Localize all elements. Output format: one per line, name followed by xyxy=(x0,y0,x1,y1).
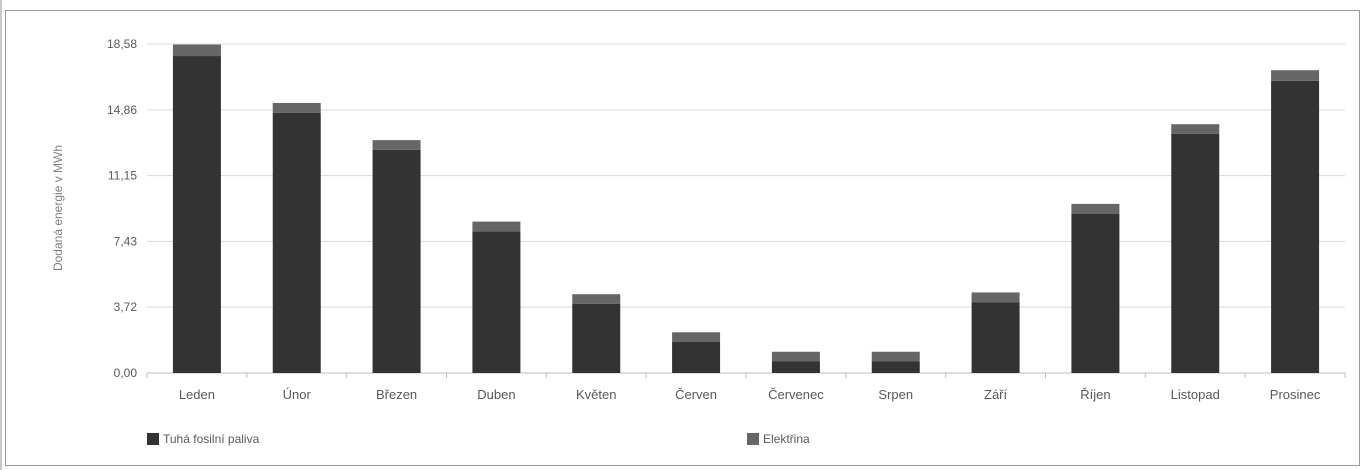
x-tick-label: Březen xyxy=(376,387,417,402)
bar-fossil xyxy=(971,302,1020,373)
gridlines xyxy=(146,43,1346,378)
bar-fossil xyxy=(771,361,820,373)
y-axis-ticks: 0,00 3,72 7,43 11,15 14,86 18,58 xyxy=(107,37,137,380)
bar-electricity xyxy=(372,140,421,150)
legend-label: Tuhá fosilní paliva xyxy=(163,432,260,446)
bar-fossil xyxy=(572,303,621,373)
bar-electricity xyxy=(1271,70,1320,81)
y-tick-label: 0,00 xyxy=(114,366,138,380)
bar-electricity xyxy=(572,294,621,304)
legend-swatch xyxy=(747,433,759,445)
bar-fossil xyxy=(672,342,721,373)
legend-label: Elektřina xyxy=(763,432,810,446)
x-tick-label: Říjen xyxy=(1080,387,1110,402)
y-tick-label: 7,43 xyxy=(114,234,138,248)
bars xyxy=(172,44,1320,374)
bar-fossil xyxy=(372,149,421,373)
bar-fossil xyxy=(272,112,321,373)
legend-swatch xyxy=(147,433,159,445)
bar-electricity xyxy=(172,44,221,57)
x-tick-label: Červenec xyxy=(768,387,824,402)
bar-fossil xyxy=(1171,133,1220,373)
bar-fossil xyxy=(871,361,920,373)
y-tick-label: 14,86 xyxy=(107,103,137,117)
bar-electricity xyxy=(472,221,521,232)
x-tick-label: Srpen xyxy=(878,387,913,402)
chart-frame xyxy=(5,10,1360,466)
bar-electricity xyxy=(771,351,820,362)
bar-electricity xyxy=(672,332,721,343)
x-tick-label: Září xyxy=(984,387,1008,402)
x-tick-label: Duben xyxy=(477,387,515,402)
bar-fossil xyxy=(1271,80,1320,374)
x-tick-label: Únor xyxy=(283,387,312,402)
y-tick-label: 18,58 xyxy=(107,37,137,51)
x-tick-label: Listopad xyxy=(1171,387,1220,402)
legend: Tuhá fosilní paliva Elektřina xyxy=(147,432,810,446)
x-tick-label: Leden xyxy=(179,387,215,402)
bar-fossil xyxy=(1071,213,1120,373)
x-tick-label: Prosinec xyxy=(1270,387,1321,402)
x-tick-label: Květen xyxy=(576,387,616,402)
bar-electricity xyxy=(1171,124,1220,134)
bar-electricity xyxy=(971,292,1020,303)
bar-electricity xyxy=(1071,203,1120,214)
bar-fossil xyxy=(172,56,221,374)
bar-electricity xyxy=(272,102,321,113)
y-tick-label: 3,72 xyxy=(114,300,138,314)
bar-fossil xyxy=(472,231,521,373)
y-tick-label: 11,15 xyxy=(108,169,137,183)
x-axis-ticks: Leden Únor Březen Duben Květen Červen Červenec… xyxy=(179,387,1321,402)
bar-electricity xyxy=(871,351,920,362)
y-axis-title: Dodaná energie v MWh xyxy=(51,145,65,271)
x-tick-label: Červen xyxy=(675,387,717,402)
